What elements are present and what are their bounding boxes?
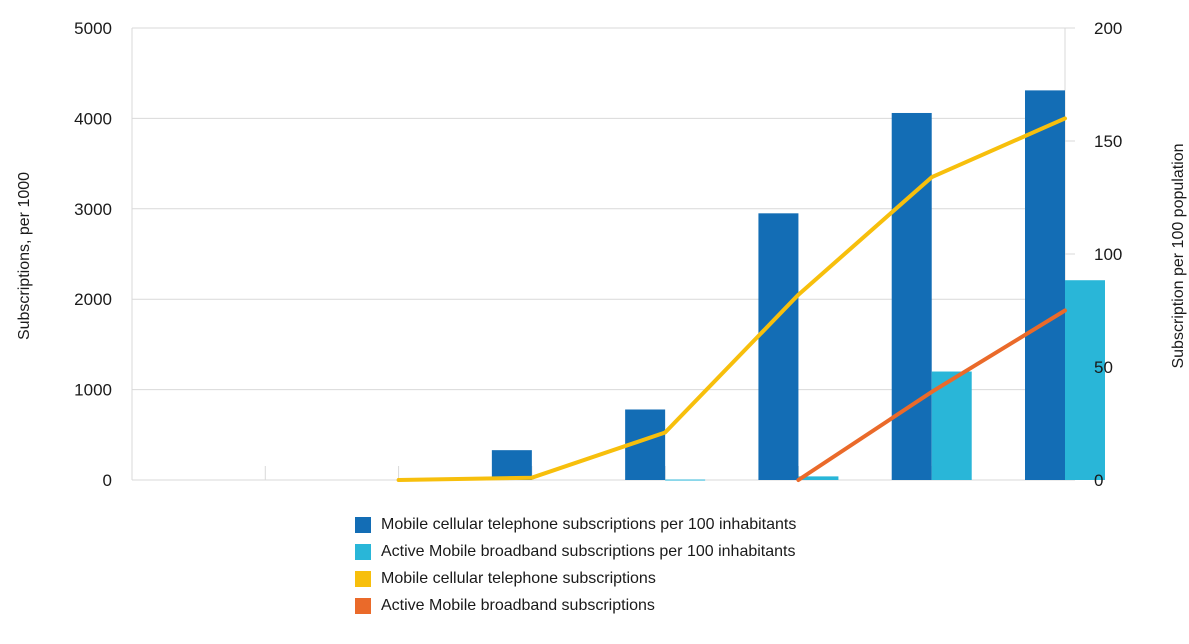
legend-swatch: [355, 517, 371, 533]
bar: [665, 479, 706, 481]
bar: [1065, 280, 1105, 480]
y-tick-label: 0: [103, 471, 112, 490]
y-tick-label: 4000: [74, 109, 112, 128]
bar: [891, 112, 932, 480]
bar: [758, 213, 799, 480]
bar-series: [491, 90, 1105, 481]
legend-label: Mobile cellular telephone subscriptions: [381, 570, 656, 587]
right-axis-ticks: 0 50 100 150 200: [1094, 19, 1122, 490]
bar: [798, 476, 839, 480]
y-tick-label: 5000: [74, 19, 112, 38]
bar: [1025, 90, 1065, 480]
y2-tick-label: 0: [1094, 471, 1103, 490]
line-series: [396, 116, 1067, 482]
legend-item: Active Mobile broadband subscriptions: [355, 593, 796, 619]
legend-item: Mobile cellular telephone subscriptions …: [355, 512, 796, 538]
y2-tick-label: 100: [1094, 245, 1122, 264]
series-line: [396, 116, 1067, 482]
legend: Mobile cellular telephone subscriptions …: [355, 512, 796, 620]
legend-label: Active Mobile broadband subscriptions: [381, 597, 655, 614]
y2-tick-label: 200: [1094, 19, 1122, 38]
y-tick-label: 1000: [74, 381, 112, 400]
legend-swatch: [355, 571, 371, 587]
left-axis-title: Subscriptions, per 1000: [16, 172, 33, 340]
series-line: [796, 308, 1067, 482]
legend-label: Mobile cellular telephone subscriptions …: [381, 516, 797, 533]
legend-label: Active Mobile broadband subscriptions pe…: [381, 543, 796, 560]
bar: [491, 450, 532, 480]
legend-swatch: [355, 544, 371, 560]
left-axis-ticks: 0 1000 2000 3000 4000 5000: [74, 19, 112, 490]
y-tick-label: 3000: [74, 200, 112, 219]
right-axis-title: Subscription per 100 population: [1170, 143, 1187, 368]
legend-item: Mobile cellular telephone subscriptions: [355, 566, 796, 592]
legend-swatch: [355, 598, 371, 614]
y2-tick-label: 50: [1094, 358, 1113, 377]
y-tick-label: 2000: [74, 290, 112, 309]
legend-item: Active Mobile broadband subscriptions pe…: [355, 539, 796, 565]
y2-tick-label: 150: [1094, 132, 1122, 151]
